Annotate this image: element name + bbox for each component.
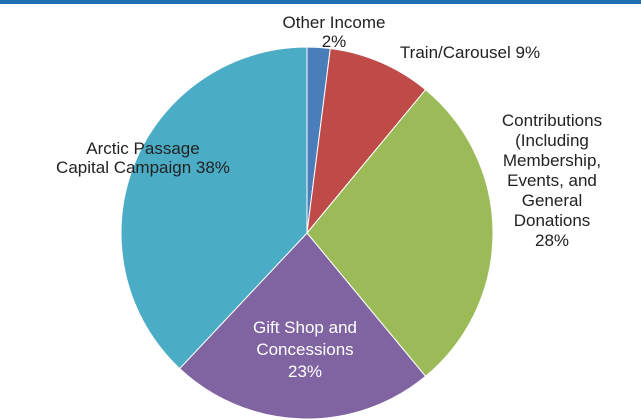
slice-label-line: 28% — [535, 231, 569, 250]
pie-slice-4 — [120, 46, 308, 370]
slice-label-3: Gift Shop and Concessions 23% — [253, 318, 357, 381]
slice-label-line: Events, and — [507, 171, 597, 190]
slice-label-line: Concessions — [256, 340, 353, 359]
pie-slice-2 — [306, 88, 494, 378]
slice-label-0: Other Income 2% — [283, 13, 386, 51]
slice-label-line: Capital Campaign 38% — [56, 158, 230, 177]
slice-label-line: 2% — [322, 32, 347, 51]
slice-label-1: Train/Carousel 9% — [400, 43, 540, 62]
slice-label-2: Contributions (Including Membership, Events… — [502, 111, 602, 250]
slice-label-line: Other Income — [283, 13, 386, 32]
top-rule — [0, 0, 641, 4]
slice-label-line: Arctic Passage — [86, 139, 199, 158]
slice-label-line: (Including — [515, 131, 589, 150]
slice-label-line: Contributions — [502, 111, 602, 130]
slice-label-line: 23% — [288, 362, 322, 381]
slice-label-line: Membership, — [503, 151, 601, 170]
pie-slice-3 — [178, 232, 427, 420]
slice-label-line: General — [522, 191, 582, 210]
pie-slice-1 — [306, 47, 427, 235]
slice-label-line: Gift Shop and — [253, 318, 357, 337]
slice-label-line: Train/Carousel 9% — [400, 43, 540, 62]
slice-label-line: Donations — [514, 211, 591, 230]
slice-label-4: Arctic Passage Capital Campaign 38% — [56, 139, 230, 177]
